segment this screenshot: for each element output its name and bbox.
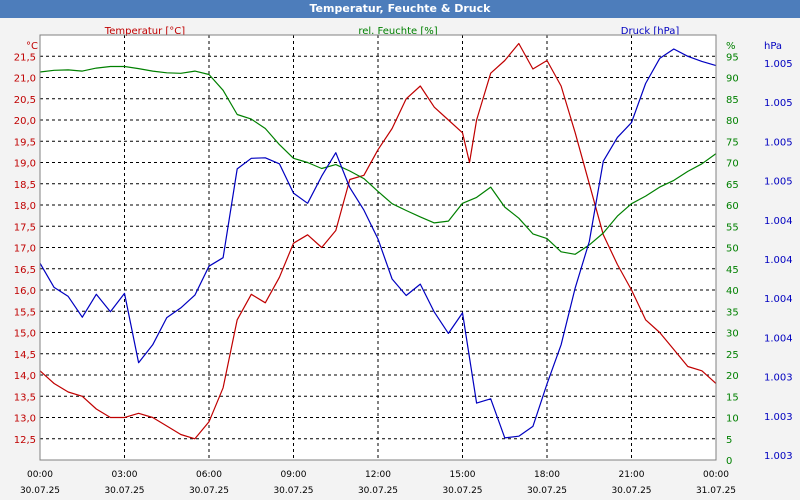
- humidity-tick-label: 65: [726, 180, 739, 191]
- x-tick-date: 30.07.25: [189, 486, 229, 496]
- humidity-tick-label: 0: [726, 456, 732, 467]
- temperature-tick-label: 21,5: [14, 52, 36, 63]
- pressure-tick-label: 1.005: [764, 98, 793, 109]
- humidity-tick-label: 90: [726, 74, 739, 85]
- pressure-tick-label: 1.003: [764, 373, 793, 384]
- x-tick-date: 30.07.25: [527, 486, 567, 496]
- humidity-tick-label: 40: [726, 286, 739, 297]
- x-tick-date: 31.07.25: [696, 486, 736, 496]
- temperature-tick-label: 14,5: [14, 350, 36, 361]
- humidity-tick-label: 20: [726, 371, 739, 382]
- pressure-tick-label: 1.004: [764, 255, 793, 266]
- temperature-line: [39, 42, 717, 440]
- x-tick-time: 03:00: [112, 470, 138, 480]
- humidity-tick-label: 85: [726, 95, 739, 106]
- temperature-tick-label: 17,0: [14, 244, 36, 255]
- x-tick-date: 30.07.25: [20, 486, 60, 496]
- pressure-tick-label: 1.005: [764, 137, 793, 148]
- x-tick-time: 06:00: [196, 470, 222, 480]
- humidity-tick-label: 55: [726, 222, 739, 233]
- pressure-tick-label: 1.004: [764, 216, 793, 227]
- temperature-tick-label: 12,5: [14, 435, 36, 446]
- x-tick-time: 15:00: [450, 470, 476, 480]
- x-tick-date: 30.07.25: [104, 486, 144, 496]
- x-tick-time: 00:00: [703, 470, 729, 480]
- plot-frame: [39, 34, 717, 461]
- humidity-axis-unit: %: [726, 41, 736, 52]
- humidity-tick-label: 25: [726, 350, 739, 361]
- humidity-tick-label: 30: [726, 329, 739, 340]
- pressure-line: [39, 48, 717, 439]
- pressure-tick-label: 1.004: [764, 294, 793, 305]
- temperature-tick-label: 13,5: [14, 392, 36, 403]
- humidity-series-label: rel. Feuchte [%]: [358, 26, 437, 37]
- humidity-tick-label: 75: [726, 137, 739, 148]
- x-tick-time: 00:00: [27, 470, 53, 480]
- pressure-tick-label: 1.003: [764, 451, 793, 462]
- x-tick-date: 30.07.25: [358, 486, 398, 496]
- humidity-tick-label: 70: [726, 159, 739, 170]
- pressure-tick-label: 1.005: [764, 59, 793, 70]
- temperature-tick-label: 14,0: [14, 371, 36, 382]
- pressure-tick-label: 1.005: [764, 177, 793, 188]
- temperature-tick-label: 20,5: [14, 95, 36, 106]
- humidity-tick-label: 10: [726, 414, 739, 425]
- humidity-tick-label: 50: [726, 244, 739, 255]
- humidity-tick-label: 15: [726, 392, 739, 403]
- humidity-tick-label: 80: [726, 116, 739, 127]
- pressure-tick-label: 1.004: [764, 333, 793, 344]
- temperature-tick-label: 17,5: [14, 222, 36, 233]
- temperature-tick-label: 19,5: [14, 137, 36, 148]
- humidity-tick-label: 5: [726, 435, 732, 446]
- x-tick-date: 30.07.25: [611, 486, 651, 496]
- temperature-tick-label: 16,5: [14, 265, 36, 276]
- temperature-tick-label: 19,0: [14, 159, 36, 170]
- chart-title: Temperatur, Feuchte & Druck: [0, 0, 800, 18]
- temperature-series-label: Temperatur [°C]: [104, 26, 185, 37]
- pressure-series-label: Druck [hPa]: [621, 26, 680, 37]
- pressure-axis-unit: hPa: [764, 41, 782, 52]
- temperature-tick-label: 13,0: [14, 414, 36, 425]
- temperature-tick-label: 15,0: [14, 329, 36, 340]
- temperature-tick-label: 21,0: [14, 74, 36, 85]
- x-tick-date: 30.07.25: [273, 486, 313, 496]
- humidity-tick-label: 60: [726, 201, 739, 212]
- temperature-tick-label: 20,0: [14, 116, 36, 127]
- x-tick-time: 21:00: [619, 470, 645, 480]
- temperature-tick-label: 18,0: [14, 201, 36, 212]
- temperature-axis-unit: °C: [26, 41, 38, 52]
- pressure-tick-label: 1.003: [764, 412, 793, 423]
- temperature-tick-label: 18,5: [14, 180, 36, 191]
- humidity-tick-label: 45: [726, 265, 739, 276]
- x-tick-time: 09:00: [281, 470, 307, 480]
- humidity-line: [39, 65, 717, 255]
- x-tick-date: 30.07.25: [442, 486, 482, 496]
- x-tick-time: 18:00: [534, 470, 560, 480]
- humidity-tick-label: 95: [726, 52, 739, 63]
- humidity-tick-label: 35: [726, 307, 739, 318]
- temperature-tick-label: 16,0: [14, 286, 36, 297]
- temperature-tick-label: 15,5: [14, 307, 36, 318]
- x-tick-time: 12:00: [365, 470, 391, 480]
- weather-chart: 00:00 30.07.25 03:00 30.07.25 06:00 30.07.25 0…: [14, 26, 793, 496]
